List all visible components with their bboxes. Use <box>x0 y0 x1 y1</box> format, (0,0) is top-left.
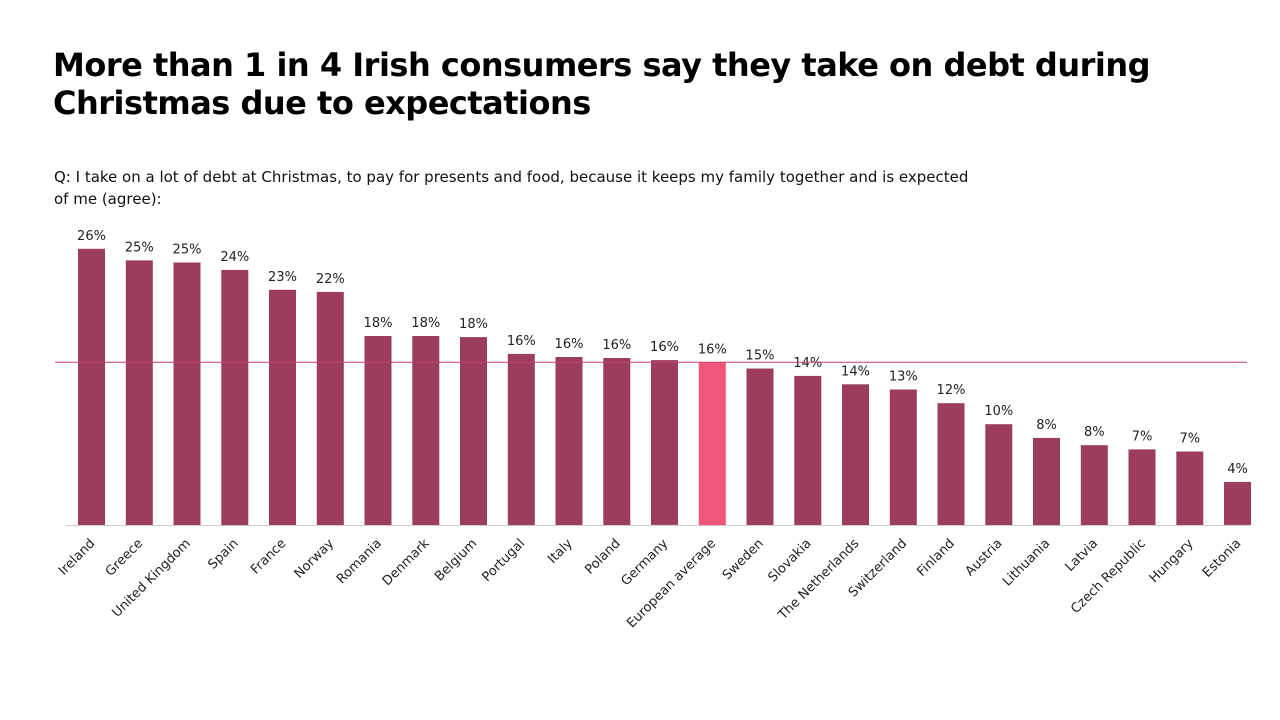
data-label: 24% <box>220 250 249 265</box>
bar-united-kingdom <box>173 262 201 525</box>
category-label: Greece <box>103 536 146 579</box>
bar-latvia <box>1080 445 1108 525</box>
data-label: 18% <box>411 316 440 331</box>
bar-austria <box>985 424 1013 525</box>
data-label: 18% <box>459 317 488 332</box>
data-label: 16% <box>555 337 584 352</box>
category-label: Sweden <box>720 536 767 583</box>
bar-estonia <box>1224 481 1251 525</box>
category-label: Spain <box>205 536 241 572</box>
data-label: 16% <box>602 338 631 353</box>
category-label: Finland <box>914 536 957 579</box>
bar-portugal <box>507 353 535 526</box>
data-label: 18% <box>364 316 393 331</box>
data-label: 25% <box>125 240 154 255</box>
category-label: Romania <box>334 536 385 587</box>
bar-switzerland <box>889 389 917 525</box>
data-label: 10% <box>984 404 1013 419</box>
data-label: 23% <box>268 270 297 285</box>
bar-finland <box>937 403 965 525</box>
category-label: Estonia <box>1200 536 1244 580</box>
bar-czech-republic <box>1128 449 1156 525</box>
category-label: Slovakia <box>765 536 814 585</box>
bar-romania <box>364 336 392 525</box>
data-label: 16% <box>698 342 727 357</box>
page-title: More than 1 in 4 Irish consumers say the… <box>53 46 1151 122</box>
data-label: 4% <box>1227 462 1248 477</box>
category-label: Poland <box>582 536 623 577</box>
bar-norway <box>316 291 344 525</box>
category-label: Ireland <box>56 536 98 578</box>
survey-question: Q: I take on a lot of debt at Christmas,… <box>54 168 969 208</box>
category-label: Belgium <box>432 536 480 584</box>
data-label: 25% <box>173 243 202 258</box>
data-label: 26% <box>77 229 106 244</box>
category-label: The Netherlands <box>775 536 863 624</box>
bar-spain <box>221 269 249 526</box>
category-label: European average <box>624 536 719 631</box>
category-label: Austria <box>963 536 1006 579</box>
category-label: France <box>248 536 289 577</box>
data-label: 13% <box>889 370 918 385</box>
bar-lithuania <box>1033 437 1060 526</box>
category-label: Lithuania <box>1000 536 1053 589</box>
data-label: 16% <box>650 340 679 355</box>
bar-hungary <box>1176 451 1204 525</box>
data-label: 16% <box>507 334 536 349</box>
data-label: 7% <box>1179 432 1200 447</box>
data-label: 14% <box>841 364 870 379</box>
bar-sweden <box>746 368 774 525</box>
data-label: 8% <box>1036 418 1057 433</box>
data-label: 15% <box>746 349 775 364</box>
data-label: 22% <box>316 272 345 287</box>
data-label: 8% <box>1084 425 1105 440</box>
category-label: Portugal <box>479 536 528 585</box>
category-label: Italy <box>545 536 576 567</box>
bar-greece <box>125 260 153 525</box>
bar-ireland <box>78 248 105 526</box>
data-label: 12% <box>937 383 966 398</box>
bar-slovakia <box>794 375 822 525</box>
bar-denmark <box>412 336 440 525</box>
bar-poland <box>603 358 631 525</box>
data-label: 14% <box>793 356 822 371</box>
bar-european-average <box>698 362 726 526</box>
bar-the-netherlands <box>842 384 869 525</box>
bar-italy <box>555 357 583 525</box>
category-label: Latvia <box>1063 536 1102 575</box>
category-label: Norway <box>292 536 338 582</box>
bar-belgium <box>460 337 487 525</box>
data-label: 7% <box>1132 429 1153 444</box>
category-label: Denmark <box>380 536 433 589</box>
category-label: Hungary <box>1147 536 1197 586</box>
bar-germany <box>651 360 678 525</box>
bar-france <box>269 289 296 525</box>
